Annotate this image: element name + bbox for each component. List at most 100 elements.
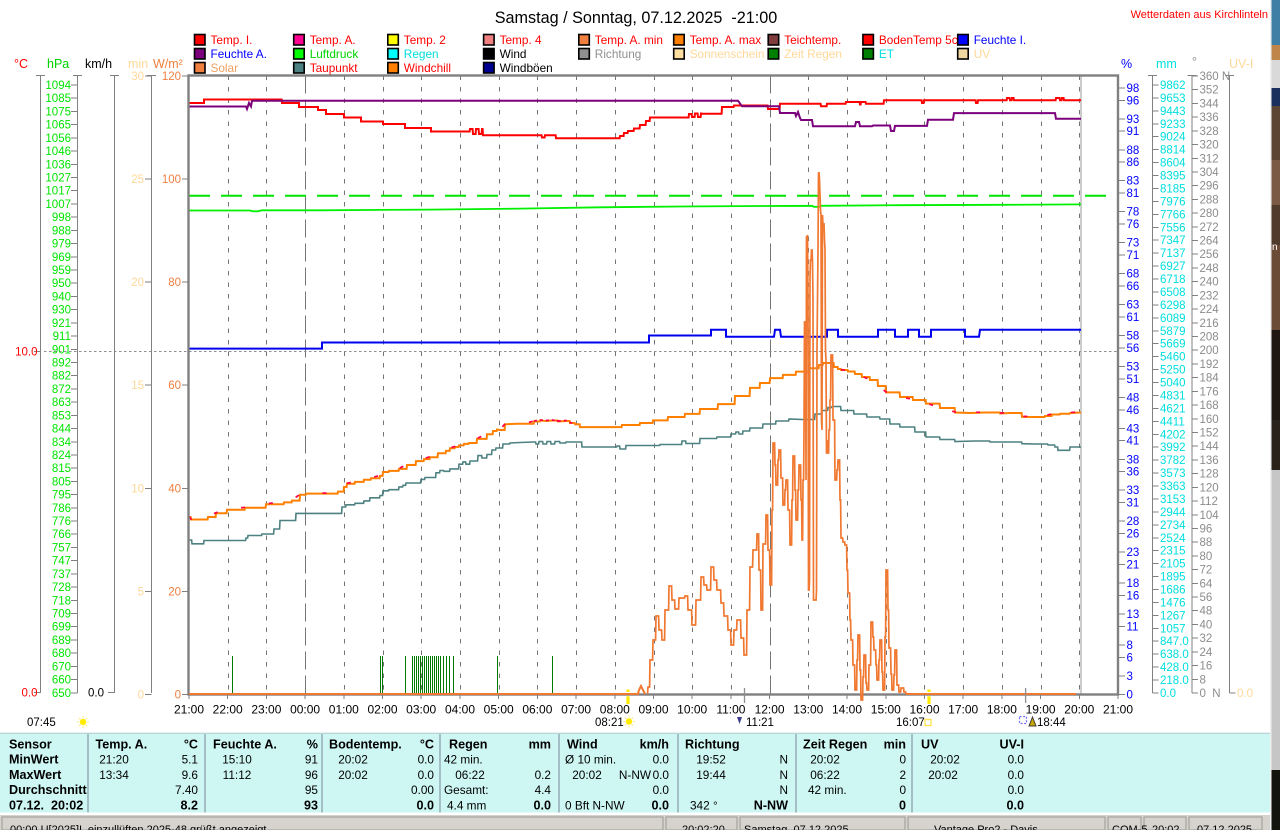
svg-text:Richtung: Richtung [595,47,642,61]
svg-text:168: 168 [1200,400,1219,412]
svg-text:25: 25 [131,174,144,186]
svg-text:21:20: 21:20 [99,753,129,767]
svg-text:MinWert: MinWert [9,753,59,767]
svg-text:930: 930 [52,305,71,317]
svg-text:342 °: 342 ° [690,798,718,812]
svg-text:20:02: 20:02 [572,768,602,782]
svg-text:328: 328 [1200,126,1219,138]
svg-text:0.0: 0.0 [22,688,38,700]
svg-text:152: 152 [1200,428,1219,440]
svg-text:73: 73 [1127,238,1140,250]
svg-text:Temp. A.: Temp. A. [310,33,356,47]
svg-text:892: 892 [52,358,71,370]
svg-text:1075: 1075 [45,106,71,118]
svg-text:63: 63 [1127,300,1140,312]
svg-text:16: 16 [1127,591,1140,603]
svg-text:UV: UV [974,47,991,61]
svg-text:20:02: 20:02 [338,753,368,767]
svg-text:0.0: 0.0 [1008,783,1025,797]
svg-text:7.40: 7.40 [175,783,198,797]
svg-text:91: 91 [305,753,318,767]
svg-text:950: 950 [52,278,71,290]
svg-text:638.0: 638.0 [1160,649,1189,661]
svg-text:120: 120 [162,71,181,83]
svg-text:3363: 3363 [1160,481,1186,493]
svg-text:7976: 7976 [1160,196,1186,208]
svg-text:24: 24 [1200,647,1213,659]
svg-text:64: 64 [1200,578,1213,590]
svg-text:21: 21 [1127,560,1140,572]
svg-text:N: N [779,783,788,797]
svg-text:3153: 3153 [1160,494,1186,506]
svg-text:100: 100 [162,174,181,186]
svg-text:0: 0 [899,753,906,767]
svg-text:42 min.: 42 min. [444,753,483,767]
svg-text:747: 747 [52,556,71,568]
svg-text:9862: 9862 [1160,80,1186,92]
svg-text:718: 718 [52,595,71,607]
svg-text:6: 6 [1127,652,1133,664]
svg-text:06:00: 06:00 [522,703,552,717]
svg-text:0.0: 0.0 [1008,768,1025,782]
svg-text:1476: 1476 [1160,597,1186,609]
svg-text:Feuchte A.: Feuchte A. [211,47,267,61]
svg-text:4.4: 4.4 [535,783,552,797]
svg-text:18: 18 [1127,578,1140,590]
svg-text:3992: 3992 [1160,442,1186,454]
svg-text:224: 224 [1200,304,1220,316]
svg-text:83: 83 [1127,176,1140,188]
svg-text:13:34: 13:34 [99,768,129,782]
svg-text:95: 95 [305,783,319,797]
svg-text:5879: 5879 [1160,326,1186,338]
svg-text:0.0: 0.0 [88,688,104,700]
svg-text:0: 0 [899,783,906,797]
svg-text:680: 680 [52,648,71,660]
svg-text:43: 43 [1127,423,1140,435]
svg-text:1007: 1007 [45,199,71,211]
svg-text:184: 184 [1200,373,1220,385]
svg-text:01:00: 01:00 [329,703,359,717]
svg-text:Taupunkt: Taupunkt [310,61,359,75]
svg-text:33: 33 [1127,485,1140,497]
svg-text:911: 911 [53,331,71,343]
svg-text:93: 93 [1127,114,1140,126]
svg-text:19:00: 19:00 [1026,703,1056,717]
svg-text:872: 872 [52,384,71,396]
svg-text:1085: 1085 [45,93,71,105]
svg-text:13: 13 [1127,609,1140,621]
svg-text:07.12.2025: 07.12.2025 [1197,824,1252,830]
svg-text:40: 40 [1200,619,1213,631]
svg-text:766: 766 [52,529,71,541]
svg-text:80: 80 [168,277,181,289]
svg-text:08:00: 08:00 [600,703,630,717]
svg-text:BodenTemp 5c: BodenTemp 5c [879,33,958,47]
svg-text:304: 304 [1200,167,1220,179]
svg-text:4411: 4411 [1160,416,1185,428]
svg-text:09:00: 09:00 [638,703,668,717]
svg-text:2524: 2524 [1160,533,1186,545]
svg-text:7556: 7556 [1160,222,1186,234]
svg-text:5.1: 5.1 [182,753,198,767]
svg-text:30: 30 [131,71,144,83]
svg-text:Temp. A. max: Temp. A. max [690,33,762,47]
svg-text:136: 136 [1200,455,1219,467]
svg-text:mm: mm [529,738,551,752]
svg-text:Regen: Regen [449,738,488,752]
svg-text:689: 689 [52,635,71,647]
svg-text:805: 805 [52,476,71,488]
svg-text:38: 38 [1127,454,1140,466]
svg-text:940: 940 [52,291,71,303]
svg-text:0.0: 0.0 [1008,753,1025,767]
svg-text:728: 728 [52,582,71,594]
svg-text:8604: 8604 [1160,158,1186,170]
svg-text:96: 96 [305,768,319,782]
svg-text:N: N [779,768,788,782]
svg-text:8185: 8185 [1160,184,1186,196]
svg-text:°: ° [1192,55,1197,69]
svg-text:06:22: 06:22 [455,768,485,782]
svg-text:Solar: Solar [211,61,239,75]
svg-text:0.0: 0.0 [416,798,434,812]
svg-text:hPa: hPa [47,57,69,71]
svg-text:40: 40 [168,483,181,495]
svg-text:Temp. A.: Temp. A. [96,738,148,752]
